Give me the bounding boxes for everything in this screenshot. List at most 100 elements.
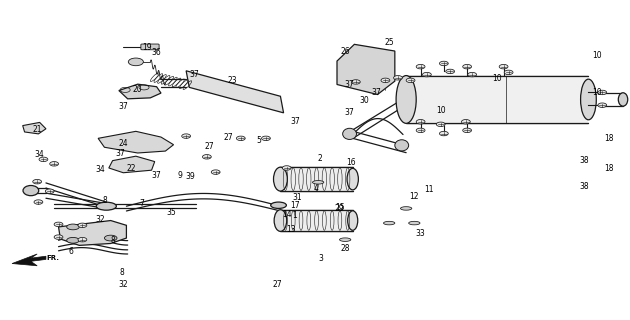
Text: FR.: FR.: [46, 255, 59, 261]
Text: 32: 32: [95, 215, 105, 224]
Ellipse shape: [395, 140, 409, 151]
Circle shape: [211, 170, 220, 174]
Text: 26: 26: [340, 46, 350, 56]
Text: 38: 38: [579, 182, 589, 191]
Circle shape: [440, 61, 449, 66]
Circle shape: [598, 103, 607, 108]
Text: 10: 10: [493, 74, 502, 83]
Text: 37: 37: [118, 102, 128, 111]
Text: 33: 33: [416, 229, 425, 238]
Text: 32: 32: [118, 280, 128, 289]
Polygon shape: [59, 220, 127, 245]
Ellipse shape: [347, 168, 358, 190]
Text: 4: 4: [314, 184, 319, 193]
Circle shape: [394, 76, 403, 80]
Ellipse shape: [312, 180, 324, 184]
Text: 19: 19: [142, 43, 151, 52]
Text: 27: 27: [224, 132, 233, 141]
Ellipse shape: [618, 93, 627, 106]
Circle shape: [78, 237, 87, 242]
FancyBboxPatch shape: [280, 210, 353, 231]
Ellipse shape: [67, 224, 79, 230]
Circle shape: [416, 120, 425, 124]
Text: 8: 8: [102, 196, 107, 205]
Text: 6: 6: [69, 247, 74, 256]
Text: 34: 34: [35, 150, 45, 159]
Circle shape: [598, 90, 607, 95]
Text: 39: 39: [186, 172, 195, 181]
FancyBboxPatch shape: [406, 76, 588, 123]
Circle shape: [236, 136, 245, 140]
Text: 17: 17: [290, 201, 300, 210]
Text: 25: 25: [384, 38, 394, 47]
Circle shape: [446, 69, 455, 74]
Circle shape: [406, 78, 415, 83]
Text: 21: 21: [32, 125, 42, 134]
Ellipse shape: [348, 211, 358, 230]
Text: 16: 16: [346, 158, 357, 167]
Text: 20: 20: [133, 85, 142, 94]
Text: 35: 35: [167, 208, 176, 217]
Text: 1: 1: [292, 211, 297, 220]
Circle shape: [282, 166, 291, 170]
Polygon shape: [109, 156, 155, 173]
Polygon shape: [119, 84, 161, 99]
Circle shape: [45, 189, 54, 194]
Text: 8: 8: [119, 268, 123, 277]
Circle shape: [381, 78, 390, 83]
Text: 18: 18: [604, 164, 614, 173]
Text: 27: 27: [205, 142, 214, 151]
Text: 36: 36: [152, 48, 161, 57]
Ellipse shape: [274, 210, 287, 231]
Polygon shape: [98, 131, 173, 153]
Circle shape: [78, 223, 87, 228]
Text: 22: 22: [127, 164, 136, 173]
Text: 37: 37: [345, 108, 355, 117]
Text: 34: 34: [95, 165, 105, 174]
Text: 37: 37: [190, 70, 199, 79]
Circle shape: [33, 180, 42, 184]
Text: 18: 18: [604, 134, 614, 143]
Circle shape: [416, 64, 425, 69]
Circle shape: [352, 80, 360, 84]
Text: 28: 28: [340, 244, 350, 253]
Polygon shape: [12, 254, 46, 266]
FancyBboxPatch shape: [141, 44, 159, 50]
Circle shape: [416, 128, 425, 132]
Circle shape: [467, 72, 476, 77]
Ellipse shape: [401, 207, 412, 210]
Text: 9: 9: [178, 171, 182, 180]
Text: 30: 30: [359, 96, 369, 105]
FancyBboxPatch shape: [280, 167, 353, 191]
Circle shape: [50, 162, 59, 166]
Ellipse shape: [67, 237, 79, 243]
Circle shape: [462, 128, 471, 132]
Text: 8: 8: [110, 236, 115, 245]
Circle shape: [181, 134, 190, 138]
Circle shape: [440, 131, 449, 136]
Text: 37: 37: [152, 171, 161, 180]
Ellipse shape: [273, 167, 287, 191]
Text: 2: 2: [318, 154, 323, 163]
Text: 29: 29: [334, 204, 344, 213]
Text: 27: 27: [272, 280, 282, 289]
Ellipse shape: [581, 79, 597, 120]
Text: 13: 13: [286, 225, 296, 234]
Text: 10: 10: [436, 106, 445, 115]
Text: 37: 37: [345, 80, 355, 89]
Circle shape: [504, 70, 513, 75]
Text: 31: 31: [292, 193, 302, 202]
Text: 23: 23: [227, 76, 237, 85]
Text: 12: 12: [410, 192, 419, 201]
Circle shape: [461, 120, 470, 124]
Text: 5: 5: [256, 136, 261, 145]
Circle shape: [462, 64, 471, 69]
Ellipse shape: [340, 238, 351, 241]
Circle shape: [437, 122, 445, 126]
Circle shape: [261, 136, 270, 140]
Ellipse shape: [409, 221, 420, 225]
Text: 11: 11: [425, 185, 434, 194]
Ellipse shape: [105, 235, 117, 241]
Ellipse shape: [96, 202, 117, 210]
Polygon shape: [337, 44, 395, 94]
